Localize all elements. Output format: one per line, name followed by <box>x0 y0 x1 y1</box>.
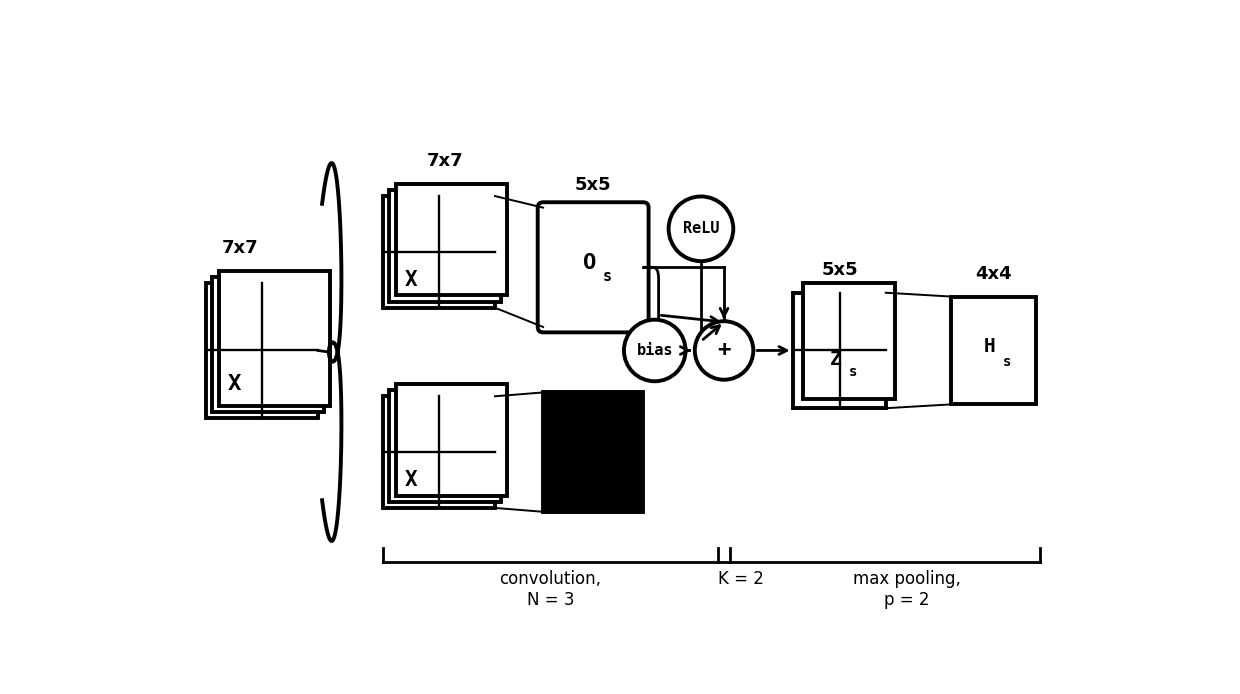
Bar <box>794 293 885 408</box>
Text: convolution,
N = 3: convolution, N = 3 <box>500 570 601 609</box>
Text: s: s <box>849 365 858 379</box>
Text: O: O <box>583 253 596 273</box>
Text: 5x5: 5x5 <box>575 176 611 194</box>
Text: s: s <box>1003 355 1012 369</box>
Circle shape <box>668 196 733 261</box>
Text: Z: Z <box>830 350 842 369</box>
Bar <box>206 283 317 418</box>
Text: 5x5: 5x5 <box>821 261 858 279</box>
Circle shape <box>624 320 686 381</box>
Bar <box>218 271 330 405</box>
Text: ReLU: ReLU <box>683 221 719 237</box>
Bar <box>383 396 495 508</box>
Bar <box>396 384 507 496</box>
Bar <box>951 296 1035 405</box>
FancyBboxPatch shape <box>538 202 649 332</box>
Circle shape <box>694 321 754 380</box>
Text: X: X <box>227 374 241 394</box>
Text: max pooling,
p = 2: max pooling, p = 2 <box>853 570 961 609</box>
Text: +: + <box>718 341 730 360</box>
Text: 7x7: 7x7 <box>222 239 259 257</box>
Bar <box>389 190 501 302</box>
Bar <box>212 277 324 412</box>
Text: 4x4: 4x4 <box>975 264 1012 282</box>
Bar <box>802 283 895 399</box>
Text: H: H <box>983 337 996 356</box>
Text: bias: bias <box>636 343 673 358</box>
Text: s: s <box>603 269 611 284</box>
Bar <box>383 196 495 307</box>
Text: 7x7: 7x7 <box>427 152 464 170</box>
Bar <box>396 184 507 296</box>
Text: K = 2: K = 2 <box>718 570 764 588</box>
Bar <box>543 392 644 511</box>
Bar <box>389 390 501 502</box>
Text: X: X <box>405 270 418 290</box>
Text: X: X <box>405 470 418 490</box>
